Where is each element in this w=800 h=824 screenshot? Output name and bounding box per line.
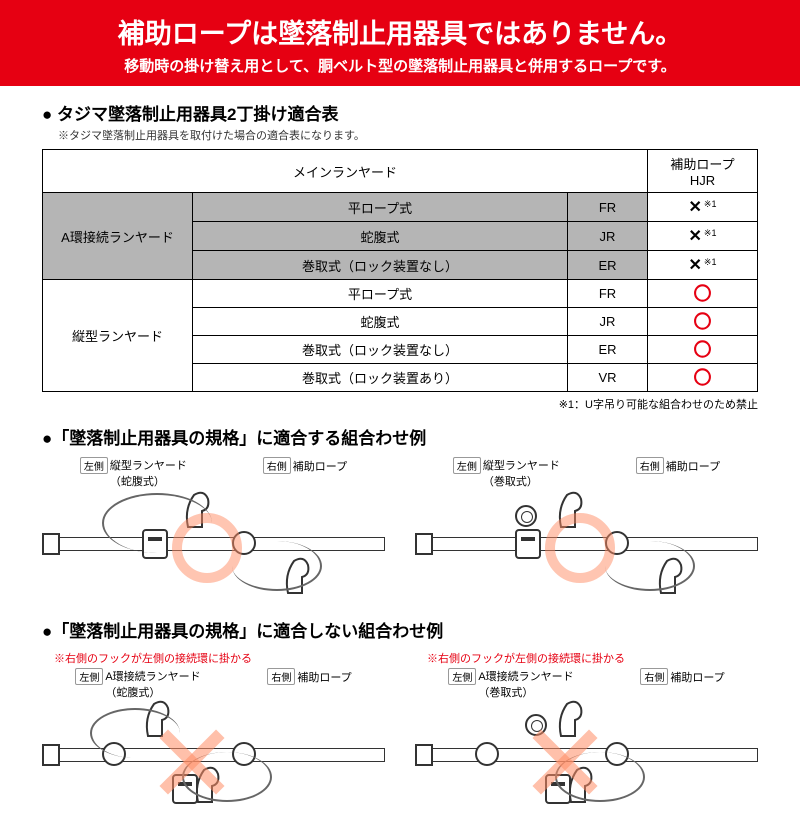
- cell-code: JR: [568, 308, 648, 336]
- ng-example-2: ※右側のフックが左側の接続環に掛かる 左側A環接続ランヤード （巻取式） 右側補…: [415, 650, 758, 814]
- diagram-ok-1: [42, 493, 385, 603]
- cell-code: VR: [568, 364, 648, 392]
- ok-example-1: 左側縦型ランヤード （蛇腹式） 右側補助ロープ: [42, 457, 385, 603]
- cell-code: FR: [568, 280, 648, 308]
- cell-result: 〇: [648, 364, 758, 392]
- header-aux: 補助ロープ HJR: [648, 150, 758, 193]
- banner-subtitle: 移動時の掛け替え用として、胴ベルト型の墜落制止用器具と併用するロープです。: [0, 55, 800, 76]
- cell-result: ✕※1: [648, 222, 758, 251]
- example-labels: 左側縦型ランヤード （蛇腹式） 右側補助ロープ: [42, 457, 385, 489]
- cell-result: ✕※1: [648, 251, 758, 280]
- cell-result: 〇: [648, 308, 758, 336]
- group-a-label: A環接続ランヤード: [43, 193, 193, 280]
- example-labels: 左側A環接続ランヤード （蛇腹式） 右側補助ロープ: [42, 668, 385, 700]
- ng-section-title: ●「墜落制止用器具の規格」に適合しない組合わせ例: [42, 617, 758, 642]
- cell-code: ER: [568, 251, 648, 280]
- cell-code: JR: [568, 222, 648, 251]
- ok-examples: 左側縦型ランヤード （蛇腹式） 右側補助ロープ 左側縦型ランヤード （巻取式） …: [42, 457, 758, 603]
- example-labels: 左側縦型ランヤード （巻取式） 右側補助ロープ: [415, 457, 758, 489]
- cell-type: 蛇腹式: [193, 308, 568, 336]
- group-b-label: 縦型ランヤード: [43, 280, 193, 392]
- content-area: ● タジマ墜落制止用器具2丁掛け適合表 ※タジマ墜落制止用器具を取付けた場合の適…: [0, 86, 800, 824]
- ng-caption: ※右側のフックが左側の接続環に掛かる: [427, 650, 758, 666]
- ok-section-title: ●「墜落制止用器具の規格」に適合する組合わせ例: [42, 424, 758, 449]
- ng-examples: ※右側のフックが左側の接続環に掛かる 左側A環接続ランヤード （蛇腹式） 右側補…: [42, 650, 758, 814]
- table-section-title: ● タジマ墜落制止用器具2丁掛け適合表: [42, 100, 758, 125]
- table-section-note: ※タジマ墜落制止用器具を取付けた場合の適合表になります。: [58, 127, 758, 143]
- cell-type: 蛇腹式: [193, 222, 568, 251]
- cell-code: ER: [568, 336, 648, 364]
- ok-example-2: 左側縦型ランヤード （巻取式） 右側補助ロープ: [415, 457, 758, 603]
- example-labels: 左側A環接続ランヤード （巻取式） 右側補助ロープ: [415, 668, 758, 700]
- cell-type: 巻取式（ロック装置なし）: [193, 336, 568, 364]
- compatibility-table: メインランヤード 補助ロープ HJR A環接続ランヤード 平ロープ式 FR ✕※…: [42, 149, 758, 392]
- cell-type: 巻取式（ロック装置あり）: [193, 364, 568, 392]
- cell-type: 平ロープ式: [193, 193, 568, 222]
- header-main: メインランヤード: [43, 150, 648, 193]
- diagram-ng-1: [42, 704, 385, 814]
- banner-title: 補助ロープは墜落制止用器具ではありません。: [0, 12, 800, 51]
- cell-result: 〇: [648, 280, 758, 308]
- ng-caption: ※右側のフックが左側の接続環に掛かる: [54, 650, 385, 666]
- cell-code: FR: [568, 193, 648, 222]
- cell-result: ✕※1: [648, 193, 758, 222]
- warning-banner: 補助ロープは墜落制止用器具ではありません。 移動時の掛け替え用として、胴ベルト型…: [0, 0, 800, 86]
- diagram-ng-2: [415, 704, 758, 814]
- cell-type: 巻取式（ロック装置なし）: [193, 251, 568, 280]
- diagram-ok-2: [415, 493, 758, 603]
- cell-type: 平ロープ式: [193, 280, 568, 308]
- cell-result: 〇: [648, 336, 758, 364]
- ng-example-1: ※右側のフックが左側の接続環に掛かる 左側A環接続ランヤード （蛇腹式） 右側補…: [42, 650, 385, 814]
- table-footnote: ※1：U字吊り可能な組合わせのため禁止: [42, 396, 758, 412]
